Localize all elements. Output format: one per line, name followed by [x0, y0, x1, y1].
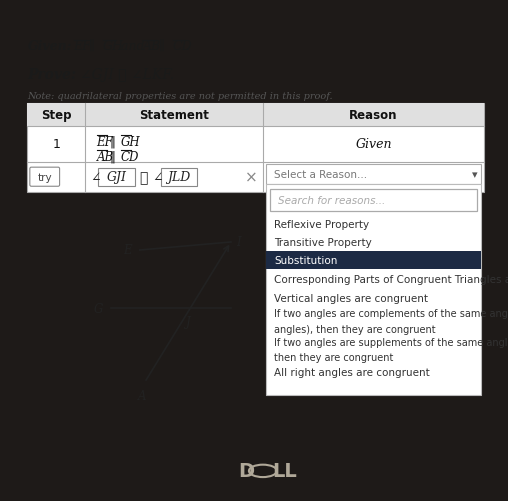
Text: Reflexive Property: Reflexive Property [274, 219, 369, 229]
Text: Given: Given [355, 138, 392, 151]
Text: AB: AB [143, 40, 162, 53]
Text: A: A [138, 389, 147, 402]
Text: 1: 1 [52, 138, 60, 151]
Text: GH: GH [103, 40, 123, 53]
Text: ▾: ▾ [472, 169, 478, 179]
Text: D: D [238, 461, 254, 480]
FancyBboxPatch shape [30, 168, 59, 187]
Text: and: and [117, 40, 149, 53]
Text: Statement: Statement [139, 109, 209, 122]
Text: ∠GJI ≅ ∠LKF.: ∠GJI ≅ ∠LKF. [80, 68, 174, 82]
Text: Select a Reason...: Select a Reason... [274, 169, 367, 179]
Text: Note: quadrilateral properties are not permitted in this proof.: Note: quadrilateral properties are not p… [27, 92, 333, 101]
Bar [270, 189, 477, 211]
Text: Transitive Property: Transitive Property [274, 237, 372, 247]
Text: ≅: ≅ [140, 170, 148, 184]
Text: ∠: ∠ [90, 171, 101, 184]
Text: EF: EF [97, 135, 113, 148]
Text: ‖: ‖ [109, 135, 115, 148]
Text: Prove:: Prove: [27, 68, 76, 82]
Text: J: J [186, 316, 190, 329]
Text: JLD: JLD [168, 171, 190, 184]
FancyBboxPatch shape [99, 168, 135, 186]
Text: G: G [94, 302, 103, 315]
Bar [267, 164, 481, 184]
Bar [27, 104, 485, 192]
Bar [267, 252, 481, 270]
Text: Reason: Reason [350, 109, 398, 122]
Text: CD: CD [173, 40, 192, 53]
Text: All right angles are congruent: All right angles are congruent [274, 368, 430, 378]
Text: Search for reasons...: Search for reasons... [278, 195, 385, 205]
Text: ×: × [245, 170, 258, 185]
Text: ∠: ∠ [152, 171, 163, 184]
Text: AB: AB [97, 150, 114, 163]
Bar [27, 104, 485, 126]
Text: LL: LL [272, 461, 297, 480]
Text: I: I [236, 236, 240, 249]
Text: then they are congruent: then they are congruent [274, 353, 394, 363]
Text: CD: CD [120, 150, 139, 163]
Text: .: . [185, 40, 189, 53]
Text: GH: GH [120, 135, 140, 148]
Text: Given:: Given: [27, 40, 72, 53]
Text: try: try [38, 172, 52, 182]
Text: If two angles are complements of the same angle (or congruent: If two angles are complements of the sam… [274, 309, 508, 319]
FancyBboxPatch shape [161, 168, 198, 186]
Text: angles), then they are congruent: angles), then they are congruent [274, 325, 436, 335]
Text: Corresponding Parts of Congruent Triangles are Congruent (CPCTC): Corresponding Parts of Congruent Triangl… [274, 275, 508, 285]
Text: E: E [123, 244, 132, 257]
Bar [267, 184, 481, 395]
Text: GJI: GJI [107, 171, 126, 184]
Text: Step: Step [41, 109, 72, 122]
Text: ‖: ‖ [109, 150, 115, 163]
Text: EF: EF [74, 40, 91, 53]
Text: ∥: ∥ [88, 40, 94, 53]
Text: ∥: ∥ [158, 40, 164, 53]
Text: Vertical angles are congruent: Vertical angles are congruent [274, 294, 428, 304]
Text: If two angles are supplements of the same angle (or congruent angles),: If two angles are supplements of the sam… [274, 337, 508, 347]
Text: Substitution: Substitution [274, 256, 337, 266]
